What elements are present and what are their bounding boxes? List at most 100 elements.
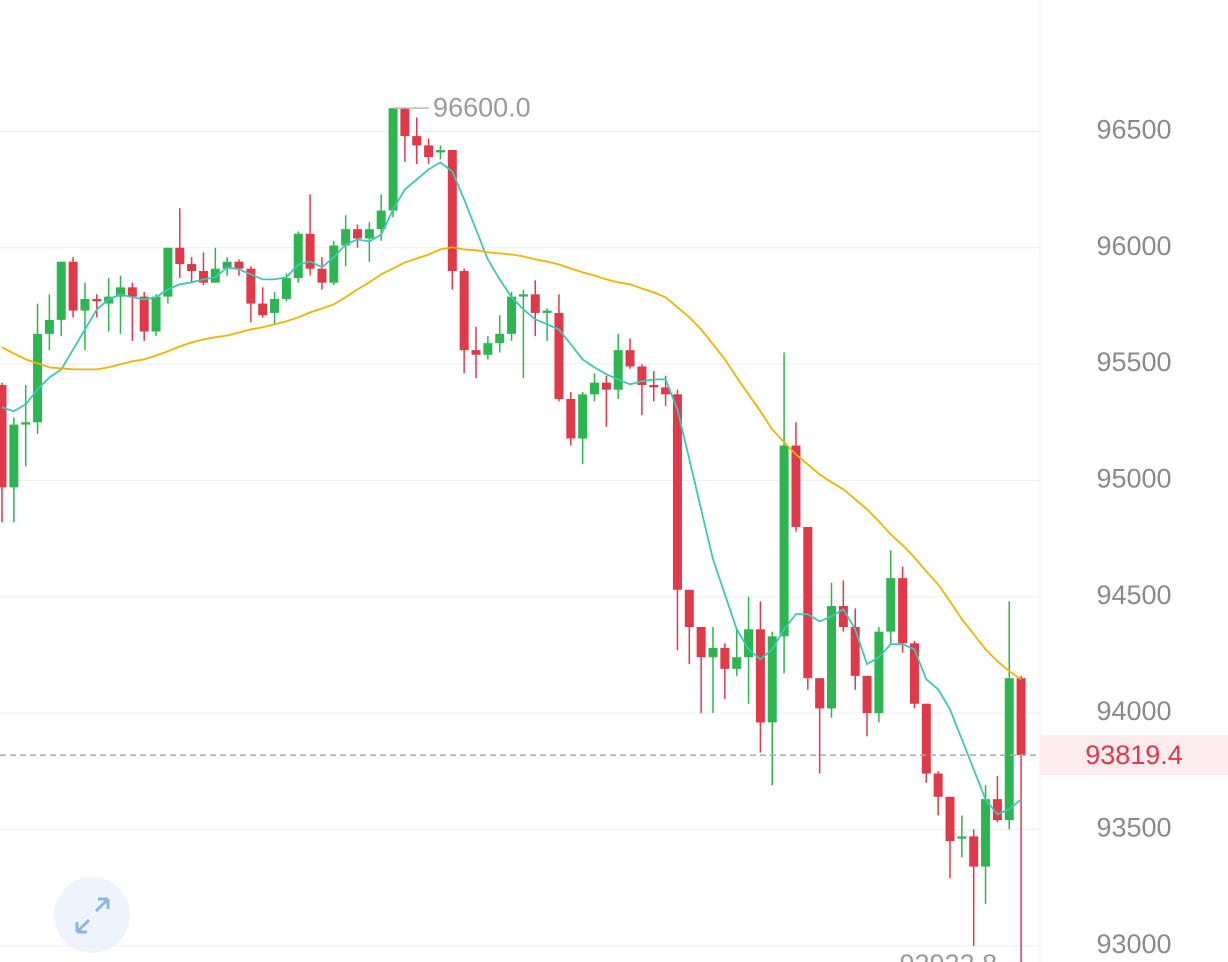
candle-body [459,271,469,351]
candle-body [376,210,386,230]
candle-body [590,382,599,395]
candle-body [412,136,422,146]
candle-body [601,382,611,390]
candle-body [850,626,860,676]
candle-body [779,445,789,637]
candle-body [957,836,967,839]
candle-body [329,245,339,283]
candle-body [578,394,588,439]
candle-body [222,261,232,269]
candle-body [992,799,1002,821]
candle-body [246,268,256,304]
candle-body [838,606,848,627]
candle-body [435,150,445,153]
candle-body [566,398,576,439]
candle-body [151,296,161,332]
y-tick-label: 96500 [1096,115,1171,145]
candle-body [424,145,434,158]
y-tick-label: 93500 [1096,813,1171,843]
candle-body [909,643,919,704]
candle-body [210,268,220,283]
candle-body [542,310,552,313]
ma-line [1,246,1022,681]
candle-body [720,647,730,669]
y-tick-label: 95500 [1096,347,1171,377]
candle-body [886,578,896,632]
low-label: 92922.8 [899,949,997,962]
candle-body [969,836,979,867]
candle-body [198,271,208,283]
candle-body [815,678,825,709]
candle-body [281,278,291,299]
candle-body [163,247,173,297]
candle-body [554,312,564,399]
expand-icon [75,897,110,934]
candle-body [68,261,78,311]
expand-button[interactable] [54,877,130,953]
candle-body [791,445,801,527]
candle-body [127,287,137,297]
candle-body [862,675,872,714]
y-tick-label: 93000 [1096,929,1171,959]
ma-line [1,161,1022,816]
candle-body [483,343,493,355]
candle-body [270,298,280,313]
candle-body [9,424,19,488]
candle-body [1016,678,1026,756]
candle-body [353,229,362,239]
candle-body [1004,678,1014,821]
candle-body [637,366,647,386]
candle-body [317,268,327,283]
candle-body [447,150,457,272]
y-tick-label: 95000 [1096,464,1171,494]
candle-body [80,298,90,311]
candle-body [625,350,635,367]
candle-body [495,333,505,344]
candle-body [364,229,374,239]
candle-body [400,108,410,137]
candle-body [661,387,671,395]
candle-body [827,606,836,709]
candle-body [0,385,7,488]
ma-header-item: MA7:95823.7 [56,0,217,5]
ma-header-item: MA30:94119.5 [225,0,399,5]
candle-body [732,657,742,669]
candle-body [921,703,931,774]
candle-body [116,287,125,297]
last-price-label: 93819.4 [1085,740,1183,770]
candle-body [530,294,540,313]
candle-body [388,108,398,211]
candle-body [518,294,528,297]
candle-body [258,303,268,316]
candle-body [672,394,682,590]
candle-body [744,629,754,658]
y-tick-label: 94500 [1096,580,1171,610]
last-price-bg [1040,735,1228,776]
candle-body [708,647,718,658]
ma-header: MA: MA7:95823.7 MA30:94119.5 [0,0,398,5]
candle-body [293,233,303,279]
ma-header-item: MA: [0,0,48,5]
candle-body [933,773,943,797]
candle-body [175,247,185,265]
candle-body [56,261,66,320]
candle-body [341,229,351,246]
candle-body [613,350,623,390]
high-label: 96600.0 [433,92,531,122]
candle-body [471,350,481,355]
candle-body [767,636,777,723]
candle-body [684,589,694,627]
candle-body [44,319,54,334]
candle-body [755,629,765,723]
candle-body [898,578,908,644]
candle-body [696,626,706,658]
y-tick-label: 96000 [1096,231,1171,261]
axis-panel [1040,0,1228,962]
y-tick-label: 94000 [1096,696,1171,726]
candle-body [981,799,991,867]
candle-body [21,422,31,425]
candle-body [305,233,315,269]
candle-body [139,296,149,332]
candle-body [649,385,659,388]
